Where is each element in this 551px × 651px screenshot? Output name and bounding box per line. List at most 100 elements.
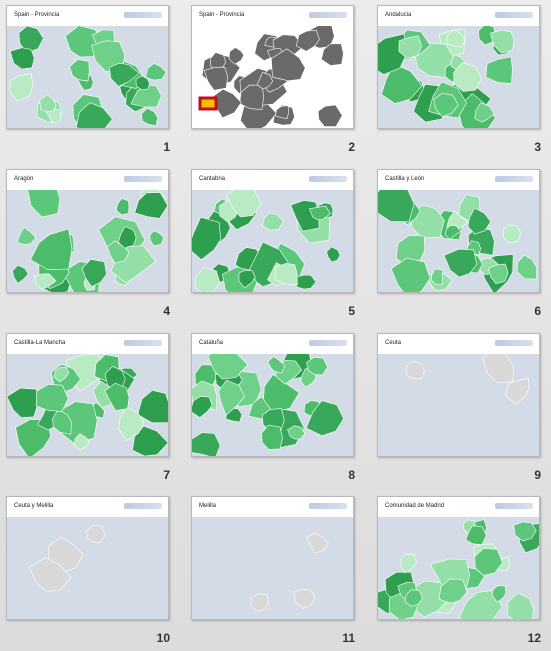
region bbox=[238, 269, 256, 289]
map-image bbox=[7, 517, 168, 619]
slide-number: 3 bbox=[534, 140, 541, 154]
region bbox=[405, 360, 425, 380]
region bbox=[28, 557, 72, 592]
region bbox=[225, 190, 262, 218]
region bbox=[35, 384, 69, 412]
region bbox=[34, 273, 57, 290]
slide-number: 2 bbox=[348, 140, 355, 154]
region bbox=[39, 94, 57, 113]
region bbox=[431, 268, 444, 285]
region bbox=[228, 47, 245, 65]
region bbox=[118, 406, 145, 441]
region bbox=[398, 35, 423, 59]
logo bbox=[124, 340, 162, 346]
region bbox=[404, 589, 423, 607]
logo bbox=[309, 12, 347, 18]
region bbox=[305, 400, 345, 437]
logo bbox=[495, 12, 533, 18]
logo bbox=[309, 176, 347, 182]
region bbox=[488, 263, 509, 285]
slide-title: Spain - Provincia bbox=[14, 12, 60, 18]
region bbox=[12, 264, 29, 284]
slide-thumbnail[interactable]: Aragón bbox=[6, 169, 169, 293]
region bbox=[7, 387, 39, 418]
slide-number: 5 bbox=[348, 304, 355, 318]
slide-thumbnail[interactable]: Cantabria bbox=[191, 169, 354, 293]
slide-number: 11 bbox=[342, 631, 355, 645]
map-image bbox=[192, 517, 353, 619]
region bbox=[503, 224, 522, 244]
region bbox=[444, 225, 462, 240]
slide-thumbnail[interactable]: Comunidad de Madrid bbox=[377, 496, 540, 620]
map-image bbox=[7, 26, 168, 128]
slide-title: Aragón bbox=[14, 176, 34, 182]
region bbox=[115, 198, 130, 216]
map-image bbox=[7, 354, 168, 456]
slide-title: Castilla-La Mancha bbox=[14, 340, 66, 346]
map-image bbox=[192, 354, 353, 456]
logo bbox=[309, 503, 347, 509]
region bbox=[130, 84, 162, 108]
region bbox=[320, 43, 344, 66]
slide-thumbnail[interactable]: Castilla y León bbox=[377, 169, 540, 293]
slide-thumbnail[interactable]: Andalucia bbox=[377, 5, 540, 129]
region bbox=[75, 102, 113, 128]
region bbox=[192, 216, 221, 261]
region bbox=[308, 205, 331, 221]
region bbox=[203, 66, 228, 91]
region bbox=[30, 228, 73, 271]
slide-title: Spain - Provincia bbox=[199, 12, 245, 18]
logo bbox=[124, 12, 162, 18]
region bbox=[250, 593, 269, 612]
map-image bbox=[7, 190, 168, 292]
slide-thumbnail[interactable]: Ceuta y Melilla bbox=[6, 496, 169, 620]
region bbox=[507, 592, 534, 619]
region bbox=[81, 258, 107, 288]
region bbox=[132, 425, 168, 456]
slide-thumbnail[interactable]: Melilla bbox=[191, 496, 354, 620]
region bbox=[474, 102, 495, 123]
region bbox=[9, 72, 34, 102]
region bbox=[275, 105, 290, 119]
region bbox=[145, 63, 167, 81]
region bbox=[218, 379, 245, 416]
region bbox=[492, 585, 507, 603]
region bbox=[192, 396, 213, 418]
region bbox=[137, 389, 168, 424]
region bbox=[109, 62, 140, 87]
slide-title: Cantabria bbox=[199, 176, 226, 182]
logo bbox=[124, 503, 162, 509]
slide-thumbnail[interactable]: Castilla-La Mancha bbox=[6, 333, 169, 457]
region bbox=[261, 424, 283, 450]
region bbox=[438, 578, 468, 604]
region bbox=[18, 26, 44, 54]
map-image bbox=[378, 26, 539, 128]
region bbox=[53, 366, 70, 383]
slide-number: 6 bbox=[534, 304, 541, 318]
slide-thumbnail[interactable]: Cataluña bbox=[191, 333, 354, 457]
slide-thumbnail[interactable]: Ceuta bbox=[377, 333, 540, 457]
map-image bbox=[192, 190, 353, 292]
region bbox=[194, 267, 221, 292]
region bbox=[490, 29, 515, 54]
slide-number: 12 bbox=[527, 631, 541, 645]
slide-title: Ceuta y Melilla bbox=[14, 503, 54, 509]
region bbox=[474, 548, 503, 576]
region bbox=[256, 72, 274, 90]
region bbox=[326, 246, 341, 263]
region bbox=[482, 354, 515, 384]
slide-title: Comunidad de Madrid bbox=[385, 503, 445, 509]
region bbox=[478, 26, 496, 46]
logo bbox=[495, 176, 533, 182]
map-image bbox=[192, 26, 353, 128]
region bbox=[465, 525, 487, 546]
slide-title: Ceuta bbox=[385, 340, 402, 346]
slide-thumbnail[interactable]: Spain - Provincia bbox=[191, 5, 354, 129]
logo bbox=[495, 503, 533, 509]
region bbox=[400, 553, 417, 574]
region bbox=[317, 104, 343, 127]
slide-thumbnail[interactable]: Spain - Provincia bbox=[6, 5, 169, 129]
region bbox=[141, 107, 158, 127]
region bbox=[73, 433, 90, 451]
slide-title: Cataluña bbox=[199, 340, 224, 346]
